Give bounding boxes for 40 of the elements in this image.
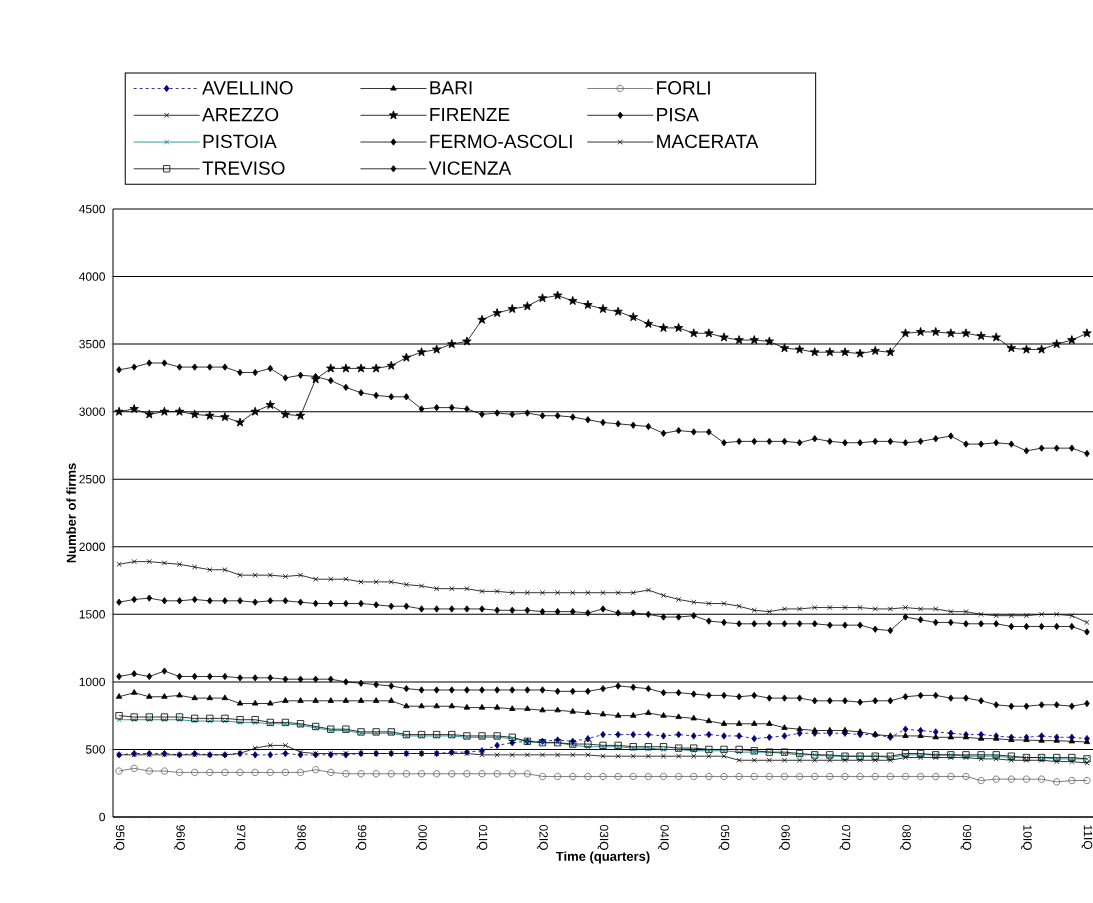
x-tick-label: 07IQ bbox=[839, 825, 851, 850]
x-tick-label: 97IQ bbox=[234, 825, 246, 850]
legend-label: AVELLINO bbox=[202, 81, 293, 95]
x-tick-label: 96IQ bbox=[174, 825, 185, 850]
legend-label: PISA bbox=[657, 107, 699, 122]
x-tick-label: 04IQ bbox=[658, 825, 669, 850]
y-tick-label: 500 bbox=[85, 745, 105, 754]
legend-label: FIRENZE bbox=[430, 107, 510, 122]
x-tick-label: 01IQ bbox=[476, 825, 488, 850]
x-tick-label: 08IQ bbox=[900, 825, 911, 850]
y-tick-label: 3500 bbox=[79, 339, 105, 349]
y-tick-label: 0 bbox=[99, 812, 105, 822]
x-tick-label: 06IQ bbox=[779, 825, 790, 850]
x-axis-title: Time (quarters) bbox=[555, 851, 650, 864]
y-axis-title: Number of firms bbox=[66, 463, 76, 563]
y-tick-label: 3000 bbox=[79, 407, 105, 416]
legend-label: TREVISO bbox=[202, 161, 285, 175]
x-tick-label: 10IQ bbox=[1021, 825, 1032, 850]
legend-label: FERMO-ASCOLI bbox=[430, 134, 572, 149]
legend-label: PISTOIA bbox=[203, 134, 277, 149]
x-tick-label: 11IQ bbox=[1081, 825, 1093, 850]
y-tick-label: 1000 bbox=[79, 677, 105, 687]
x-tick-label: 09IQ bbox=[960, 825, 972, 850]
x-tick-label: 95IQ bbox=[113, 825, 125, 850]
x-tick-label: 05IQ bbox=[718, 825, 730, 850]
y-tick-label: 1500 bbox=[79, 610, 105, 619]
x-tick-label: 03IQ bbox=[597, 825, 609, 850]
legend-label: BARI bbox=[430, 81, 472, 95]
x-tick-label: 00IQ bbox=[416, 825, 427, 850]
x-tick-label: 98IQ bbox=[295, 825, 306, 850]
legend-label: VICENZA bbox=[428, 161, 512, 175]
x-tick-label: 99IQ bbox=[355, 825, 367, 850]
legend-label: AREZZO bbox=[202, 107, 279, 122]
x-tick-label: 02IQ bbox=[537, 825, 548, 850]
legend-label: MACERATA bbox=[657, 134, 759, 149]
y-tick-label: 2500 bbox=[79, 474, 105, 484]
y-tick-label: 4000 bbox=[79, 272, 105, 281]
y-tick-label: 2000 bbox=[79, 542, 105, 552]
legend-label: FORLI bbox=[657, 81, 710, 95]
y-tick-label: 4500 bbox=[79, 204, 105, 214]
